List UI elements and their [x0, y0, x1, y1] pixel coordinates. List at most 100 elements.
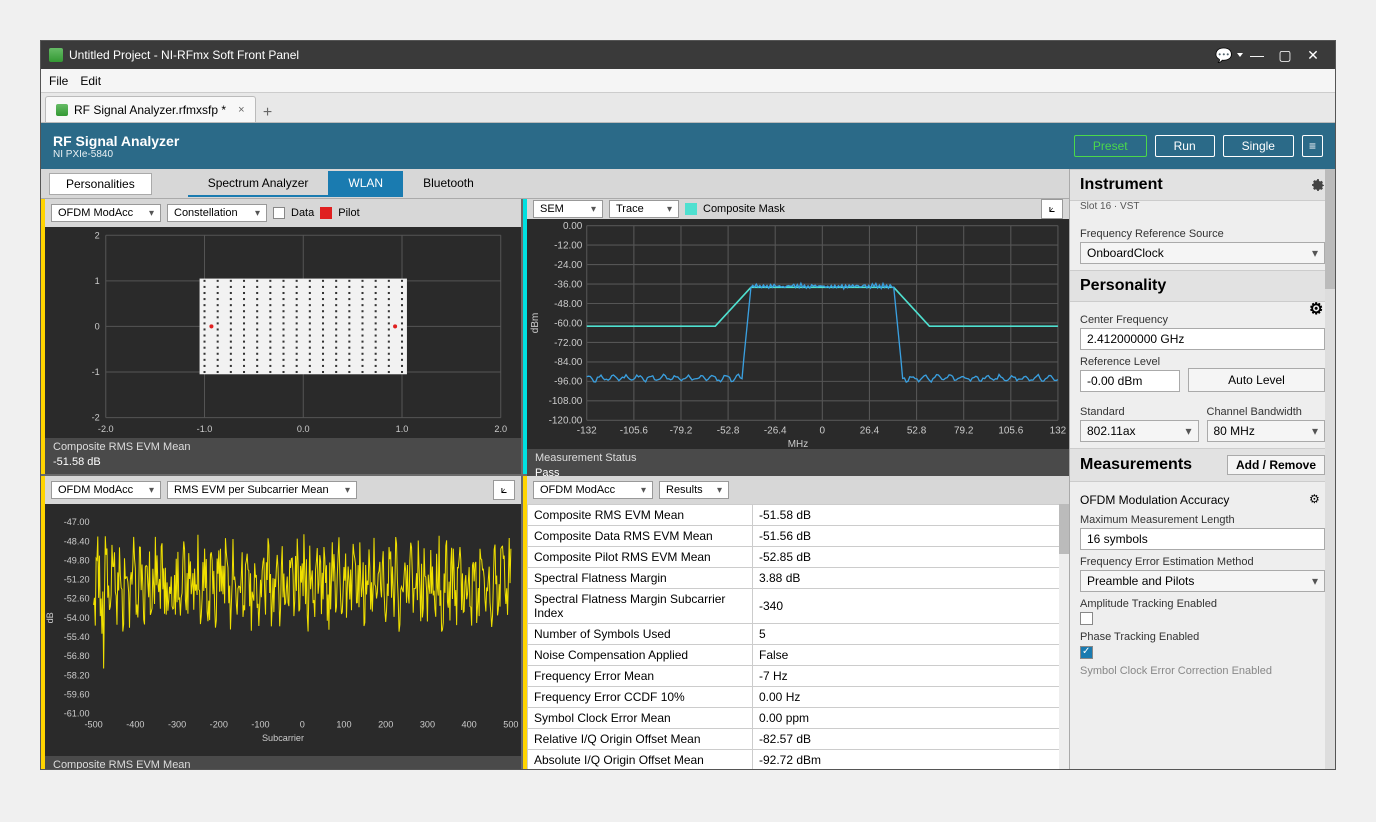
svg-text:79.2: 79.2 — [954, 426, 974, 437]
max-meas-len-input[interactable] — [1080, 528, 1325, 550]
svg-text:-61.00: -61.00 — [64, 709, 90, 719]
ref-level-input[interactable] — [1080, 370, 1180, 392]
dd-modacc[interactable]: OFDM ModAcc — [51, 204, 161, 222]
svg-text:-84.00: -84.00 — [554, 357, 583, 368]
svg-text:105.6: 105.6 — [998, 426, 1023, 437]
chat-icon[interactable]: 💬 — [1215, 45, 1243, 65]
dd-constellation[interactable]: Constellation — [167, 204, 267, 222]
gear-icon[interactable] — [1309, 177, 1325, 193]
instrument-header: Instrument — [1070, 169, 1335, 201]
svg-text:-200: -200 — [210, 720, 228, 730]
svg-text:-58.20: -58.20 — [64, 670, 90, 680]
table-row: Spectral Flatness Margin Subcarrier Inde… — [528, 589, 1069, 624]
svg-text:0: 0 — [300, 720, 305, 730]
dd-modacc-3[interactable]: OFDM ModAcc — [533, 481, 653, 499]
svg-text:-52.8: -52.8 — [717, 426, 740, 437]
tab-spectrum-analyzer[interactable]: Spectrum Analyzer — [188, 171, 329, 197]
personalities-row: Personalities Spectrum Analyzer WLAN Blu… — [41, 169, 1069, 199]
svg-text:1.0: 1.0 — [396, 424, 409, 434]
freq-err-est-select[interactable]: Preamble and Pilots — [1080, 570, 1325, 592]
document-tab[interactable]: RF Signal Analyzer.rfmxsfp * × — [45, 96, 256, 122]
svg-text:0: 0 — [820, 426, 826, 437]
dd-trace[interactable]: Trace — [609, 200, 679, 218]
standard-label: Standard — [1080, 406, 1199, 418]
constellation-panel: OFDM ModAcc Constellation Data Pilot -2-… — [41, 199, 521, 474]
svg-text:-60.00: -60.00 — [554, 318, 583, 329]
legend-pilot-swatch — [320, 207, 332, 219]
evm-status: Composite RMS EVM Mean -51.58 dB — [45, 756, 521, 769]
gear-icon[interactable]: ⚙ — [1309, 492, 1325, 508]
svg-text:-52.60: -52.60 — [64, 594, 90, 604]
freq-ref-src-select[interactable]: OnboardClock — [1080, 242, 1325, 264]
tab-label: RF Signal Analyzer.rfmxsfp * — [74, 103, 226, 117]
svg-text:-26.4: -26.4 — [764, 426, 787, 437]
legend-data-label: Data — [291, 207, 314, 219]
tab-bluetooth[interactable]: Bluetooth — [403, 171, 494, 197]
svg-text:MHz: MHz — [788, 439, 808, 449]
results-table[interactable]: Composite RMS EVM Mean-51.58 dBComposite… — [527, 504, 1069, 769]
max-meas-len-label: Maximum Measurement Length — [1080, 514, 1325, 526]
dd-sem[interactable]: SEM — [533, 200, 603, 218]
svg-text:2: 2 — [95, 230, 100, 240]
run-button[interactable]: Run — [1155, 135, 1215, 157]
phase-track-checkbox[interactable] — [1080, 646, 1093, 659]
measurements-header: Measurements Add / Remove — [1070, 448, 1335, 482]
add-remove-button[interactable]: Add / Remove — [1227, 455, 1325, 475]
minimize-button[interactable]: — — [1243, 45, 1271, 65]
table-row: Absolute I/Q Origin Offset Mean-92.72 dB… — [528, 750, 1069, 770]
left-column: Personalities Spectrum Analyzer WLAN Blu… — [41, 169, 1069, 769]
constellation-plot[interactable]: -2-1012-2.0-1.00.01.02.0 — [45, 227, 521, 438]
amp-track-label: Amplitude Tracking Enabled — [1080, 598, 1325, 610]
table-row: Frequency Error CCDF 10%0.00 Hz — [528, 687, 1069, 708]
menu-edit[interactable]: Edit — [80, 74, 101, 88]
titlebar: Untitled Project - NI-RFmx Soft Front Pa… — [41, 41, 1335, 69]
ref-level-label: Reference Level — [1080, 356, 1325, 368]
evm-panel: OFDM ModAcc RMS EVM per Subcarrier Mean … — [41, 476, 521, 769]
freq-ref-src-label: Frequency Reference Source — [1080, 228, 1325, 240]
dd-results[interactable]: Results — [659, 481, 729, 499]
chan-bw-select[interactable]: 80 MHz — [1207, 420, 1326, 442]
scrollbar[interactable] — [1325, 169, 1335, 769]
maximize-button[interactable]: ▢ — [1271, 45, 1299, 65]
svg-text:132: 132 — [1050, 426, 1067, 437]
center-freq-input[interactable] — [1080, 328, 1325, 350]
app-window: Untitled Project - NI-RFmx Soft Front Pa… — [40, 40, 1336, 770]
results-panel: OFDM ModAcc Results Composite RMS EVM Me… — [523, 476, 1069, 769]
close-button[interactable]: ✕ — [1299, 45, 1327, 65]
autoscale-icon[interactable]: ⟀ — [1041, 199, 1063, 219]
preset-button[interactable]: Preset — [1074, 135, 1147, 157]
dd-modacc-2[interactable]: OFDM ModAcc — [51, 481, 161, 499]
menubar: File Edit — [41, 69, 1335, 93]
svg-text:-105.6: -105.6 — [620, 426, 649, 437]
svg-text:-400: -400 — [126, 720, 144, 730]
document-tabbar: RF Signal Analyzer.rfmxsfp * × + — [41, 93, 1335, 123]
svg-text:dB: dB — [45, 612, 55, 623]
tab-close-icon[interactable]: × — [238, 104, 244, 116]
legend-data-swatch — [273, 207, 285, 219]
properties-pane: Instrument Slot 16 · VST Frequency Refer… — [1069, 169, 1335, 769]
amp-track-checkbox[interactable] — [1080, 612, 1093, 625]
add-tab-button[interactable]: + — [256, 104, 280, 122]
scrollbar[interactable] — [1059, 504, 1069, 769]
legend-pilot-label: Pilot — [338, 207, 359, 219]
menu-file[interactable]: File — [49, 74, 68, 88]
hamburger-icon[interactable]: ≡ — [1302, 135, 1323, 157]
tab-wlan[interactable]: WLAN — [328, 171, 403, 197]
dd-evm-subcarrier[interactable]: RMS EVM per Subcarrier Mean — [167, 481, 357, 499]
single-button[interactable]: Single — [1223, 135, 1294, 157]
autoscale-icon-2[interactable]: ⟀ — [493, 480, 515, 500]
evm-plot[interactable]: -47.00-48.40-49.80-51.20-52.60-54.00-55.… — [45, 504, 521, 756]
gear-icon[interactable]: ⚙ — [1309, 278, 1325, 294]
auto-level-button[interactable]: Auto Level — [1188, 368, 1325, 392]
svg-text:-47.00: -47.00 — [64, 517, 90, 527]
sem-plot[interactable]: 0.00-12.00-24.00-36.00-48.00-60.00-72.00… — [527, 219, 1069, 449]
center-freq-label: Center Frequency — [1080, 314, 1325, 326]
svg-text:0.00: 0.00 — [563, 221, 583, 232]
standard-select[interactable]: 802.11ax — [1080, 420, 1199, 442]
header-band: RF Signal Analyzer NI PXIe-5840 Preset R… — [41, 123, 1335, 169]
svg-text:-132: -132 — [577, 426, 597, 437]
svg-text:200: 200 — [378, 720, 393, 730]
personalities-button[interactable]: Personalities — [49, 173, 152, 195]
svg-text:-96.00: -96.00 — [554, 377, 583, 388]
svg-text:1: 1 — [95, 276, 100, 286]
